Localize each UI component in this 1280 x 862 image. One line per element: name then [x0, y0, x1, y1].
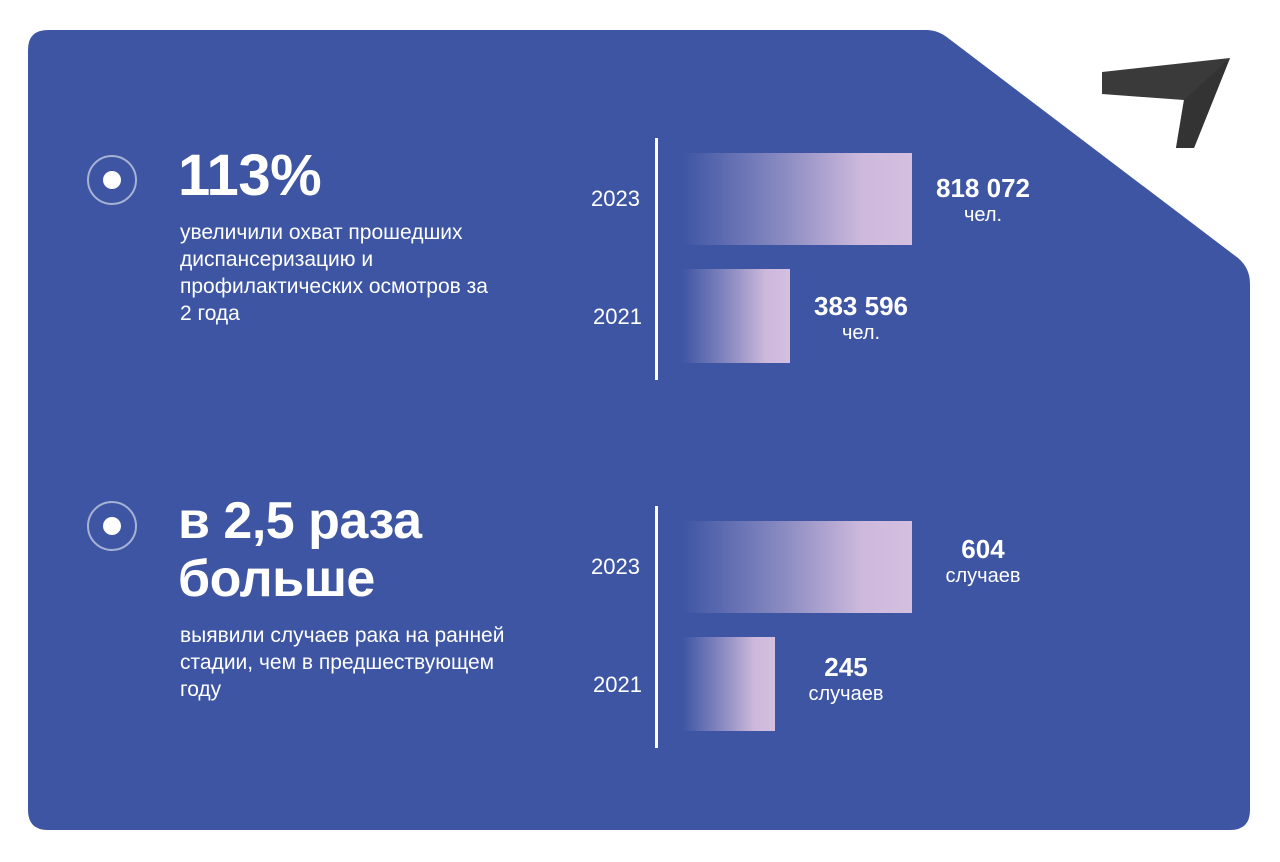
section1-headline: 113% [178, 143, 322, 208]
chart1-value-number-0: 818 072 [936, 173, 1030, 203]
chart2-bar-1 [682, 637, 775, 731]
chart2-category-label-1: 2021 [593, 672, 642, 697]
chart2-value-unit-0: случаев [945, 565, 1021, 587]
chart2-value-unit-1: случаев [808, 683, 884, 705]
chart2-category-label-0: 2023 [591, 554, 640, 579]
paper-plane-logo-icon [1102, 58, 1230, 148]
section2-description: выявили случаев рака на ранней стадии, ч… [180, 624, 505, 701]
section1-bullet-icon [86, 154, 138, 206]
chart2-value-label-0: 604 случаев [903, 534, 1063, 588]
chart1-axis-line [655, 138, 658, 380]
card-shape [28, 30, 1250, 830]
chart1-bar-0 [682, 153, 912, 245]
chart1-value-number-1: 383 596 [814, 291, 908, 321]
chart2-value-number-1: 245 [824, 652, 868, 682]
section1-description: увеличили охват прошедших диспансеризаци… [180, 221, 488, 325]
section2-headline: в 2,5 раза больше [178, 492, 422, 608]
chart1-category-label-0: 2023 [591, 186, 640, 211]
section2-bullet-icon [86, 500, 138, 552]
chart2-value-number-0: 604 [961, 534, 1005, 564]
chart1-value-label-0: 818 072 чел. [903, 173, 1063, 227]
chart2-value-label-1: 245 случаев [766, 652, 926, 706]
chart1-value-unit-0: чел. [963, 204, 1003, 226]
chart1-bar-1 [682, 269, 790, 363]
chart1-value-label-1: 383 596 чел. [781, 291, 941, 345]
chart2-axis-line [655, 506, 658, 748]
chart2-bar-0 [682, 521, 912, 613]
chart1-category-label-1: 2021 [593, 304, 642, 329]
chart1-value-unit-1: чел. [841, 322, 881, 344]
